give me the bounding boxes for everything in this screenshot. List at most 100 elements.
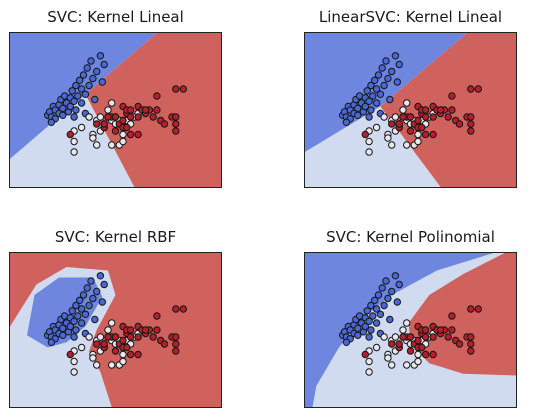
scatter-point-class-2 [467, 305, 475, 313]
scatter-point-class-1 [380, 113, 388, 121]
plot-area [304, 252, 517, 408]
scatter-point-class-2 [172, 347, 180, 355]
scatter-point-class-0 [72, 106, 80, 114]
chart-panel-svc-poly: SVC: Kernel Polinomial [304, 228, 517, 408]
scatter-point-class-0 [361, 102, 369, 111]
plot-area [9, 32, 222, 188]
scatter-point-class-1 [104, 106, 112, 114]
scatter-point-class-0 [74, 92, 82, 100]
scatter-point-class-0 [96, 272, 105, 280]
scatter-point-class-1 [399, 326, 407, 334]
scatter-point-class-2 [126, 350, 135, 359]
scatter-point-class-0 [70, 317, 78, 326]
scatter-point-class-1 [108, 141, 116, 149]
scatter-point-class-2 [111, 113, 120, 121]
scatter-point-class-0 [354, 104, 362, 113]
scatter-point-class-1 [372, 123, 381, 132]
scatter-point-class-2 [421, 326, 430, 334]
scatter-point-class-0 [89, 74, 97, 83]
scatter-point-class-0 [388, 287, 396, 296]
decision-surface-svg [305, 253, 516, 407]
scatter-point-class-0 [388, 67, 396, 76]
scatter-point-class-1 [85, 113, 93, 121]
scatter-point-class-2 [418, 343, 426, 352]
scatter-point-class-0 [363, 87, 371, 95]
scatter-point-class-2 [123, 123, 131, 132]
scatter-point-class-2 [153, 312, 161, 320]
scatter-point-class-0 [89, 294, 97, 303]
scatter-point-class-0 [354, 111, 362, 120]
scatter-point-class-2 [93, 340, 101, 348]
scatter-point-class-0 [386, 95, 394, 104]
scatter-point-class-0 [372, 85, 381, 93]
scatter-point-class-2 [414, 116, 422, 125]
scatter-point-class-1 [108, 99, 116, 107]
scatter-point-class-0 [393, 298, 402, 306]
scatter-point-class-1 [119, 130, 127, 139]
scatter-point-class-0 [354, 324, 362, 333]
scatter-point-class-0 [77, 319, 86, 327]
scatter-point-class-0 [363, 307, 371, 315]
scatter-point-class-2 [406, 127, 415, 135]
scatter-point-class-2 [93, 120, 101, 128]
scatter-point-class-0 [386, 315, 394, 324]
scatter-point-class-2 [100, 340, 108, 348]
scatter-point-class-2 [126, 326, 135, 334]
scatter-point-class-1 [119, 350, 127, 359]
scatter-point-class-0 [77, 99, 86, 107]
scatter-point-class-0 [342, 338, 351, 347]
scatter-point-class-2 [149, 333, 157, 341]
scatter-point-class-2 [406, 347, 415, 355]
scatter-point-class-2 [126, 113, 135, 121]
scatter-point-class-1 [403, 319, 411, 327]
scatter-point-class-1 [414, 130, 422, 139]
scatter-point-class-2 [134, 130, 142, 139]
scatter-point-class-0 [391, 52, 400, 60]
scatter-point-class-1 [365, 368, 373, 376]
scatter-point-class-2 [444, 333, 452, 341]
scatter-point-class-2 [141, 326, 150, 334]
scatter-point-class-2 [123, 343, 131, 352]
scatter-point-class-0 [47, 118, 56, 127]
scatter-point-class-0 [374, 71, 383, 79]
scatter-point-class-0 [365, 333, 373, 341]
scatter-point-class-0 [342, 118, 351, 127]
scatter-point-class-1 [380, 333, 388, 341]
scatter-point-class-2 [160, 340, 169, 348]
scatter-point-class-2 [467, 127, 475, 135]
scatter-point-class-0 [384, 294, 392, 303]
scatter-point-class-0 [66, 322, 74, 331]
scatter-point-class-2 [153, 92, 161, 100]
scatter-point-class-1 [403, 99, 411, 107]
decision-surface-svg [10, 253, 221, 407]
scatter-point-class-1 [403, 141, 411, 149]
scatter-point-class-2 [474, 305, 483, 313]
scatter-point-class-2 [448, 92, 456, 100]
scatter-point-class-0 [354, 331, 362, 340]
scatter-point-class-0 [72, 81, 80, 90]
decision-surface-svg [305, 33, 516, 187]
scatter-point-class-2 [421, 333, 430, 341]
scatter-point-class-0 [81, 90, 90, 98]
scatter-point-class-0 [361, 322, 369, 331]
scatter-point-class-0 [371, 296, 379, 304]
scatter-point-class-0 [96, 52, 105, 60]
scatter-point-class-0 [85, 81, 93, 90]
scatter-point-class-0 [70, 113, 78, 121]
scatter-point-class-0 [93, 287, 101, 296]
region-class-1 [305, 106, 441, 187]
scatter-point-class-0 [367, 326, 375, 334]
chart-panel-svc-rbf: SVC: Kernel RBF [9, 228, 222, 408]
scatter-point-class-1 [77, 343, 86, 352]
scatter-point-class-2 [474, 85, 483, 93]
scatter-point-class-0 [77, 85, 86, 93]
scatter-point-class-0 [384, 74, 392, 83]
scatter-point-class-1 [414, 137, 422, 146]
scatter-point-class-1 [384, 134, 392, 142]
scatter-point-class-0 [59, 324, 67, 333]
scatter-point-class-1 [89, 134, 97, 142]
scatter-point-class-2 [395, 120, 403, 128]
scatter-point-class-2 [467, 113, 475, 121]
scatter-point-class-1 [414, 350, 422, 359]
scatter-point-class-0 [100, 280, 108, 289]
